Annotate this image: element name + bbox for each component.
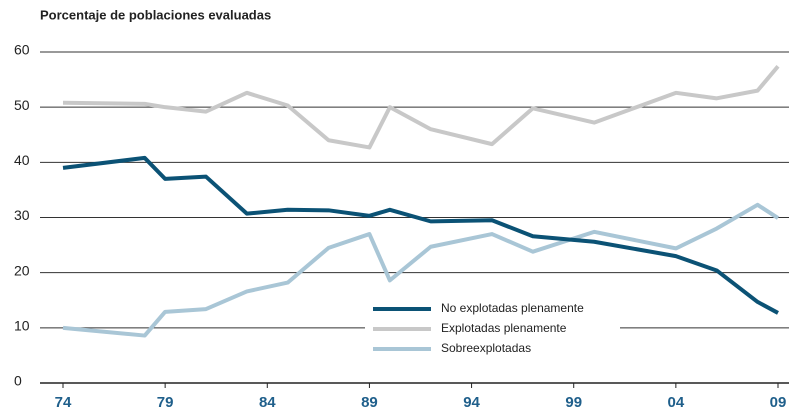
series-line [62, 155, 779, 315]
y-tick-label: 40 [14, 152, 30, 168]
x-tick-label: 89 [361, 394, 378, 410]
x-tick-label: 74 [55, 394, 72, 410]
y-tick-label: 30 [14, 207, 30, 223]
legend-label: Explotadas plenamente [441, 321, 567, 335]
y-tick-label: 10 [14, 318, 30, 334]
y-tick-label: 0 [14, 373, 22, 389]
y-tick-label: 50 [14, 97, 30, 113]
y-tick-label: 20 [14, 262, 30, 278]
series-line [62, 202, 780, 338]
x-tick-label: 84 [259, 394, 276, 410]
y-tick-label: 60 [14, 42, 30, 58]
series-line [62, 65, 780, 150]
x-tick-label: 79 [157, 394, 174, 410]
x-tick-label: 09 [770, 394, 787, 410]
legend-label: No explotadas plenamente [441, 301, 584, 315]
x-tick-label: 04 [668, 394, 685, 410]
legend-label: Sobreexplotadas [441, 341, 531, 355]
x-tick-label: 99 [565, 394, 582, 410]
chart-title: Porcentaje de poblaciones evaluadas [40, 7, 271, 22]
x-tick-label: 94 [463, 394, 480, 410]
